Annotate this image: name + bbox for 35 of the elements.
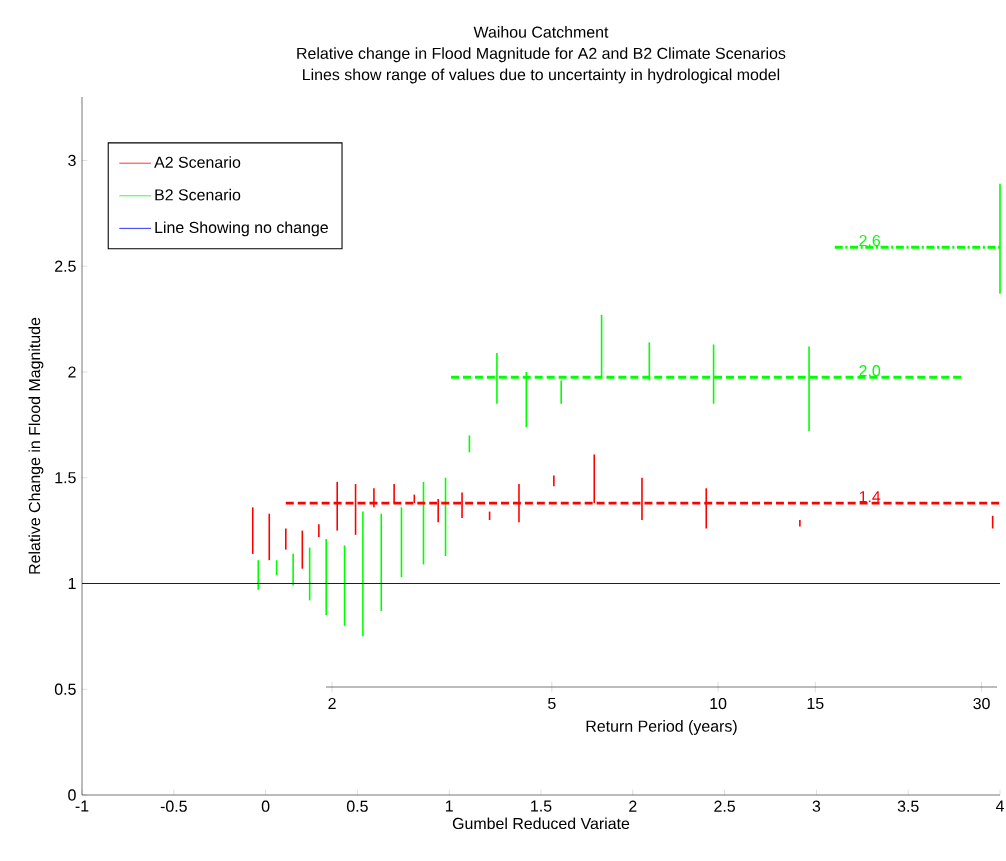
- x-tick-label: 2.5: [714, 800, 736, 812]
- y-axis-title: Relative Change in Flood Magnitude: [28, 317, 44, 574]
- x2-tick-label: 30: [973, 697, 990, 710]
- x-tick-label: -0.5: [160, 800, 187, 812]
- legend-label: A2 Scenario: [154, 156, 241, 168]
- x-tick-label: 3.5: [897, 800, 919, 812]
- data-label: 2.0: [859, 365, 881, 377]
- y-tick-label: 2: [68, 366, 76, 378]
- y-tick-label: 0.5: [54, 683, 76, 695]
- y-tick-label: 3: [68, 154, 76, 167]
- chart-subtitle: Relative change in Flood Magnitude for A2 and B2 Climate Scenarios: [297, 47, 786, 63]
- x-axis-title: Gumbel Reduced Variate: [452, 817, 630, 830]
- text: Lines show range of values due to uncertainty in hydrological model: [303, 68, 780, 84]
- x-tick-label: 0: [261, 800, 270, 812]
- x2-tick-label: 10: [710, 697, 727, 710]
- x2-tick-label: 2: [328, 697, 336, 710]
- x-tick-label: 2: [629, 800, 637, 812]
- data-label: 1.4: [859, 491, 881, 503]
- y-tick-label: 0: [68, 789, 76, 801]
- chart-title: Waihou Catchment: [473, 26, 609, 38]
- x-tick-label: -1: [75, 800, 89, 812]
- y-tick-label: 1.5: [55, 472, 76, 484]
- y-tick-label: 1: [68, 578, 76, 589]
- legend-label: Line Showing no change: [155, 221, 328, 237]
- x-tick-label: 3: [812, 800, 821, 812]
- x-tick-label: 1.5: [531, 800, 552, 812]
- x-tick-label: 0.5: [346, 800, 368, 812]
- legend-label: B2 Scenario: [155, 188, 241, 201]
- x2-tick-label: 5: [548, 697, 556, 710]
- data-label: 2.6: [859, 234, 881, 247]
- x-tick-label: 4: [995, 800, 1004, 812]
- x2-tick-label: 15: [807, 697, 824, 710]
- x-tick-label: 1: [445, 800, 453, 812]
- y-tick-label: 2.5: [55, 260, 76, 272]
- x2-axis-title: Return Period (years): [586, 720, 737, 735]
